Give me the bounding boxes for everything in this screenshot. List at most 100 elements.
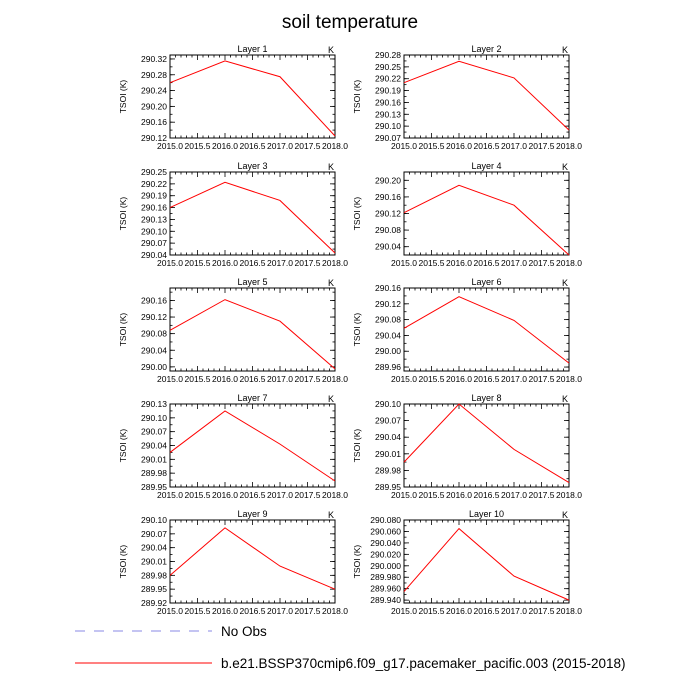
units-label: K (328, 162, 334, 172)
units-label: K (562, 510, 568, 520)
panel-layer-9: Layer 9 K TSOI (K) 289.92 289.95 289.98 290.01… (118, 509, 348, 616)
x-tick-label: 2016.5 (474, 374, 500, 384)
y-tick-label: 290.01 (141, 557, 167, 567)
series-line (403, 403, 570, 483)
series-line (403, 184, 570, 256)
x-tick-label: 2017.5 (529, 141, 555, 151)
y-tick-label: 290.16 (141, 295, 167, 305)
y-tick-label: 290.12 (141, 133, 167, 143)
y-tick-label: 290.20 (375, 175, 401, 185)
y-axis-label: TSOI (K) (118, 545, 128, 579)
panel-layer-7: Layer 7 K TSOI (K) 289.95 289.98 290.01 290.04… (118, 393, 348, 500)
chart-title: soil temperature (282, 12, 418, 33)
y-tick-label: 290.28 (141, 70, 167, 80)
units-label: K (562, 45, 568, 55)
x-tick-label: 2016.5 (240, 374, 266, 384)
x-tick-label: 2015.0 (391, 258, 417, 268)
x-tick-label: 2015.5 (419, 258, 445, 268)
x-tick-label: 2017.0 (267, 606, 293, 616)
y-tick-label: 290.04 (375, 242, 401, 252)
y-tick-label: 290.060 (370, 526, 401, 536)
panel-layer-8: Layer 8 K TSOI (K) 289.95 289.98 290.01 290.04… (352, 393, 582, 500)
x-tick-label: 2016.5 (240, 258, 266, 268)
y-tick-label: 289.980 (370, 572, 401, 582)
y-axis-label: TSOI (K) (118, 429, 128, 463)
panel-layer-2: Layer 2 K TSOI (K) 290.07 290.10 290.13 290.16… (352, 44, 582, 151)
y-tick-label: 290.16 (141, 117, 167, 127)
y-tick-label: 290.25 (141, 167, 167, 177)
y-tick-label: 290.000 (370, 561, 401, 571)
y-tick-label: 290.10 (375, 399, 401, 409)
y-tick-label: 290.32 (141, 54, 167, 64)
y-tick-label: 290.22 (141, 179, 167, 189)
panel-title: Layer 9 (237, 509, 267, 519)
x-tick-label: 2017.5 (295, 258, 321, 268)
y-tick-label: 290.16 (375, 192, 401, 202)
y-tick-label: 290.020 (370, 549, 401, 559)
plot-frame (403, 519, 570, 604)
x-tick-label: 2018.0 (556, 258, 582, 268)
y-tick-label: 289.940 (370, 595, 401, 605)
y-tick-label: 289.98 (375, 465, 401, 475)
plot-frame (169, 519, 336, 604)
y-tick-label: 290.12 (375, 209, 401, 219)
x-tick-label: 2017.0 (501, 490, 527, 500)
y-axis-label: TSOI (K) (352, 429, 362, 463)
x-tick-label: 2016.0 (212, 606, 238, 616)
y-tick-label: 290.12 (375, 299, 401, 309)
x-tick-label: 2017.5 (529, 490, 555, 500)
x-tick-label: 2018.0 (322, 606, 348, 616)
series-line (169, 410, 336, 482)
x-tick-label: 2017.5 (295, 374, 321, 384)
y-tick-label: 290.16 (375, 97, 401, 107)
y-axis-label: TSOI (K) (352, 545, 362, 579)
y-tick-label: 290.07 (141, 238, 167, 248)
y-tick-label: 290.13 (141, 399, 167, 409)
x-tick-label: 2016.5 (240, 141, 266, 151)
x-tick-label: 2017.5 (529, 258, 555, 268)
panel-title: Layer 8 (471, 393, 501, 403)
x-tick-label: 2018.0 (556, 606, 582, 616)
panel-title: Layer 10 (469, 509, 504, 519)
y-tick-label: 290.22 (375, 74, 401, 84)
y-tick-label: 290.20 (141, 101, 167, 111)
y-axis-label: TSOI (K) (352, 80, 362, 114)
panel-title: Layer 6 (471, 277, 501, 287)
x-tick-label: 2015.5 (419, 606, 445, 616)
x-tick-label: 2015.5 (185, 606, 211, 616)
y-tick-label: 290.00 (375, 346, 401, 356)
x-tick-label: 2018.0 (322, 374, 348, 384)
y-axis-label: TSOI (K) (118, 197, 128, 231)
x-tick-label: 2015.5 (185, 374, 211, 384)
x-tick-label: 2015.5 (419, 374, 445, 384)
plot-frame (403, 287, 570, 372)
y-tick-label: 290.13 (375, 109, 401, 119)
x-tick-label: 2016.5 (474, 258, 500, 268)
y-tick-label: 290.04 (375, 330, 401, 340)
y-tick-label: 290.16 (141, 203, 167, 213)
x-tick-label: 2017.0 (501, 258, 527, 268)
x-tick-label: 2015.0 (157, 606, 183, 616)
y-tick-label: 290.10 (141, 226, 167, 236)
x-tick-label: 2016.5 (474, 606, 500, 616)
x-tick-label: 2015.0 (391, 490, 417, 500)
panel-title: Layer 7 (237, 393, 267, 403)
y-tick-label: 289.96 (375, 362, 401, 372)
plot-frame (403, 54, 570, 139)
x-tick-label: 2017.0 (267, 258, 293, 268)
y-tick-label: 290.04 (141, 345, 167, 355)
y-tick-label: 289.98 (141, 468, 167, 478)
x-tick-label: 2016.0 (446, 606, 472, 616)
x-tick-label: 2017.5 (295, 141, 321, 151)
y-tick-label: 290.28 (375, 50, 401, 60)
y-tick-label: 290.07 (141, 529, 167, 539)
y-tick-label: 289.95 (375, 482, 401, 492)
plot-frame (169, 403, 336, 488)
y-tick-label: 290.04 (141, 250, 167, 260)
y-tick-label: 290.080 (370, 515, 401, 525)
y-tick-label: 290.08 (375, 225, 401, 235)
y-tick-label: 290.10 (141, 413, 167, 423)
y-tick-label: 290.25 (375, 62, 401, 72)
